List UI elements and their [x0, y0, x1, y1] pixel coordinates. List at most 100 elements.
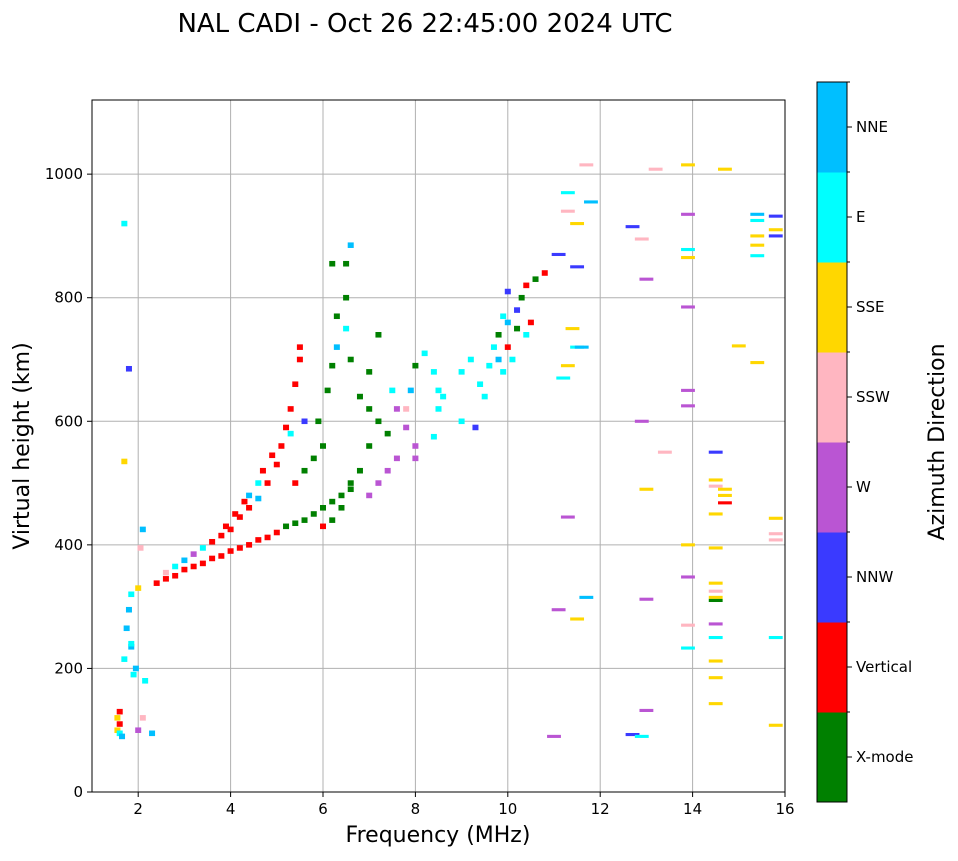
data-point [329, 260, 336, 267]
data-point [236, 545, 243, 551]
data-point [162, 576, 169, 582]
data-point [750, 218, 765, 223]
data-point [259, 467, 266, 474]
data-point [768, 723, 783, 727]
data-point [278, 443, 285, 449]
x-axis-label: Frequency (MHz) [346, 823, 531, 848]
data-point [241, 498, 248, 505]
data-point [681, 256, 695, 260]
data-point [579, 595, 594, 599]
data-point [315, 418, 322, 425]
data-point [347, 486, 354, 493]
data-point [287, 406, 294, 412]
data-point [209, 555, 216, 562]
data-point [718, 501, 732, 505]
data-point [236, 514, 243, 520]
data-point [222, 523, 229, 530]
data-point [121, 458, 128, 465]
colorbar-swatch-ssw [817, 352, 847, 443]
data-point [172, 572, 179, 579]
data-point [333, 313, 340, 320]
data-point [227, 526, 234, 533]
data-point [142, 678, 149, 684]
data-point [681, 575, 695, 579]
data-point [639, 487, 654, 491]
data-point [708, 702, 723, 706]
data-point [190, 551, 197, 557]
data-point [329, 517, 336, 523]
data-point [246, 505, 253, 511]
data-point [500, 369, 507, 375]
data-point [393, 406, 400, 412]
data-point [366, 443, 373, 449]
data-point [114, 727, 121, 733]
y-tick-label: 1000 [45, 165, 83, 183]
data-point [639, 277, 654, 281]
data-point [750, 234, 765, 238]
data-point [123, 625, 130, 632]
data-point [768, 635, 783, 640]
data-point [209, 538, 216, 545]
x-tick-label: 12 [591, 800, 610, 818]
data-point [329, 362, 336, 369]
data-point [172, 563, 179, 570]
y-tick-label: 0 [73, 783, 83, 801]
colorbar-swatch-sse [817, 262, 847, 353]
data-point [440, 393, 447, 400]
data-point [403, 406, 410, 412]
data-point [273, 529, 280, 536]
data-point [435, 406, 442, 412]
data-point [366, 369, 373, 375]
data-point [547, 734, 561, 738]
data-point [681, 247, 695, 252]
data-point [407, 387, 414, 394]
data-point [639, 597, 654, 601]
data-point [343, 325, 350, 332]
data-point [681, 646, 695, 650]
data-point [296, 356, 303, 363]
data-point [132, 665, 139, 672]
data-point [560, 209, 575, 213]
data-point [264, 480, 271, 486]
data-point [264, 534, 271, 541]
data-point [393, 455, 400, 462]
data-point [718, 167, 732, 171]
data-point [681, 404, 695, 408]
data-point [718, 493, 732, 497]
data-point [708, 595, 723, 599]
data-point [750, 254, 765, 258]
data-point [287, 430, 294, 437]
y-tick-label: 200 [54, 659, 83, 677]
data-point [125, 365, 132, 372]
data-point [384, 467, 391, 474]
data-point [768, 228, 783, 232]
data-point [125, 606, 132, 613]
data-point [523, 332, 530, 338]
data-point [648, 167, 663, 171]
data-point [181, 566, 188, 573]
data-point [292, 520, 299, 527]
data-point [269, 452, 276, 459]
data-point [560, 515, 575, 519]
data-point [366, 406, 373, 412]
data-point [523, 282, 530, 289]
data-point [283, 523, 290, 530]
data-point [255, 480, 262, 486]
data-point [114, 715, 121, 721]
data-point [768, 538, 783, 542]
colorbar-label-e: E [856, 208, 865, 226]
data-point [708, 635, 723, 640]
data-point [218, 553, 225, 559]
colorbar-swatch-vertical [817, 622, 847, 713]
data-point [121, 656, 128, 662]
colorbar-swatch-w [817, 442, 847, 533]
data-point [681, 623, 695, 627]
data-point [301, 418, 308, 425]
data-point [495, 356, 502, 363]
data-point [768, 234, 783, 238]
data-point [375, 332, 382, 338]
data-point [584, 200, 598, 204]
data-point [273, 461, 280, 468]
data-point [681, 212, 695, 216]
